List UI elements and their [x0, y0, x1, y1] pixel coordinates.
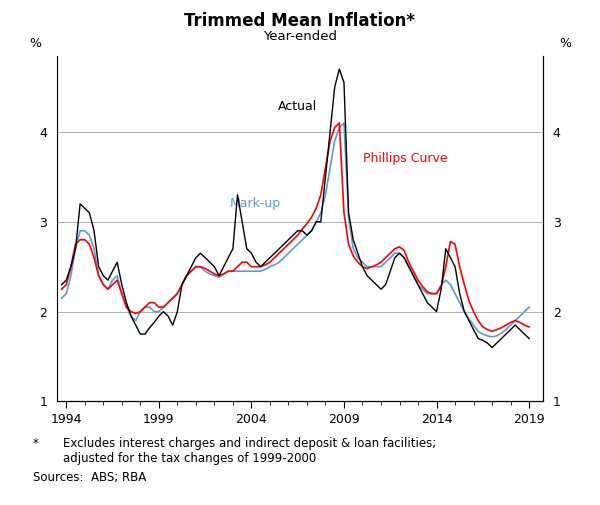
Text: %: %: [559, 37, 571, 50]
Text: Mark-up: Mark-up: [230, 197, 281, 210]
Text: Trimmed Mean Inflation*: Trimmed Mean Inflation*: [185, 12, 415, 30]
Text: adjusted for the tax changes of 1999-2000: adjusted for the tax changes of 1999-200…: [63, 452, 316, 465]
Text: *: *: [33, 437, 39, 450]
Text: Actual: Actual: [278, 100, 317, 113]
Text: Excludes interest charges and indirect deposit & loan facilities;: Excludes interest charges and indirect d…: [63, 437, 436, 450]
Text: %: %: [29, 37, 41, 50]
Text: Sources:  ABS; RBA: Sources: ABS; RBA: [33, 471, 146, 484]
Text: Year-ended: Year-ended: [263, 30, 337, 43]
Text: Phillips Curve: Phillips Curve: [363, 153, 448, 165]
